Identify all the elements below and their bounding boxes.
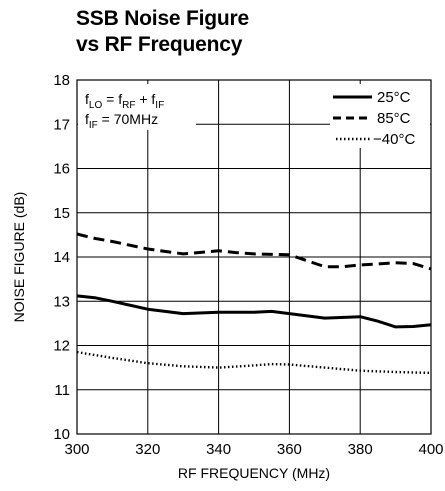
legend-box xyxy=(330,84,430,148)
x-tick-label-3: 360 xyxy=(277,441,302,458)
x-tick-label-0: 300 xyxy=(64,441,89,458)
series-25c-line xyxy=(76,294,432,329)
y-tick-label-3: 13 xyxy=(53,293,70,310)
x-axis-label: RF FREQUENCY (MHz) xyxy=(178,465,330,481)
chart-title: SSB Noise Figure vs RF Frequency xyxy=(76,6,249,58)
series-minus40c-line xyxy=(76,350,432,375)
x-tick-label-1: 320 xyxy=(135,441,160,458)
annotation-box xyxy=(78,84,196,130)
y-tick-labels: 10 11 12 13 14 15 16 17 18 xyxy=(53,72,70,443)
y-tick-label-0: 10 xyxy=(53,426,70,443)
annotation-line-2: fIF = 70MHz xyxy=(85,111,158,131)
legend-label-85c: 85°C xyxy=(377,110,411,127)
y-axis-label: NOISE FIGURE (dB) xyxy=(11,192,27,323)
series-lines xyxy=(76,232,432,375)
y-tick-label-2: 12 xyxy=(53,338,70,355)
x-tick-label-5: 400 xyxy=(418,441,443,458)
chart-title-line-2: vs RF Frequency xyxy=(76,33,243,56)
x-tick-label-4: 380 xyxy=(348,441,373,458)
annotation-line-1: fLO = fRF + fIF xyxy=(85,91,164,111)
y-tick-label-5: 15 xyxy=(53,205,70,222)
chart-title-line-1: SSB Noise Figure xyxy=(76,7,250,30)
x-tick-labels: 300 320 340 360 380 400 xyxy=(64,441,443,458)
y-tick-label-7: 17 xyxy=(53,116,70,133)
y-tick-label-6: 16 xyxy=(53,161,70,178)
y-tick-label-8: 18 xyxy=(53,72,70,89)
y-tick-label-1: 11 xyxy=(54,382,70,399)
y-tick-label-4: 14 xyxy=(53,249,70,266)
plot-frame xyxy=(76,79,432,435)
legend-label-minus40c: −40°C xyxy=(373,131,415,148)
legend: 25°C 85°C −40°C xyxy=(333,89,415,148)
series-85c-line xyxy=(76,232,432,271)
legend-label-25c: 25°C xyxy=(377,89,411,106)
x-tick-label-2: 340 xyxy=(206,441,231,458)
